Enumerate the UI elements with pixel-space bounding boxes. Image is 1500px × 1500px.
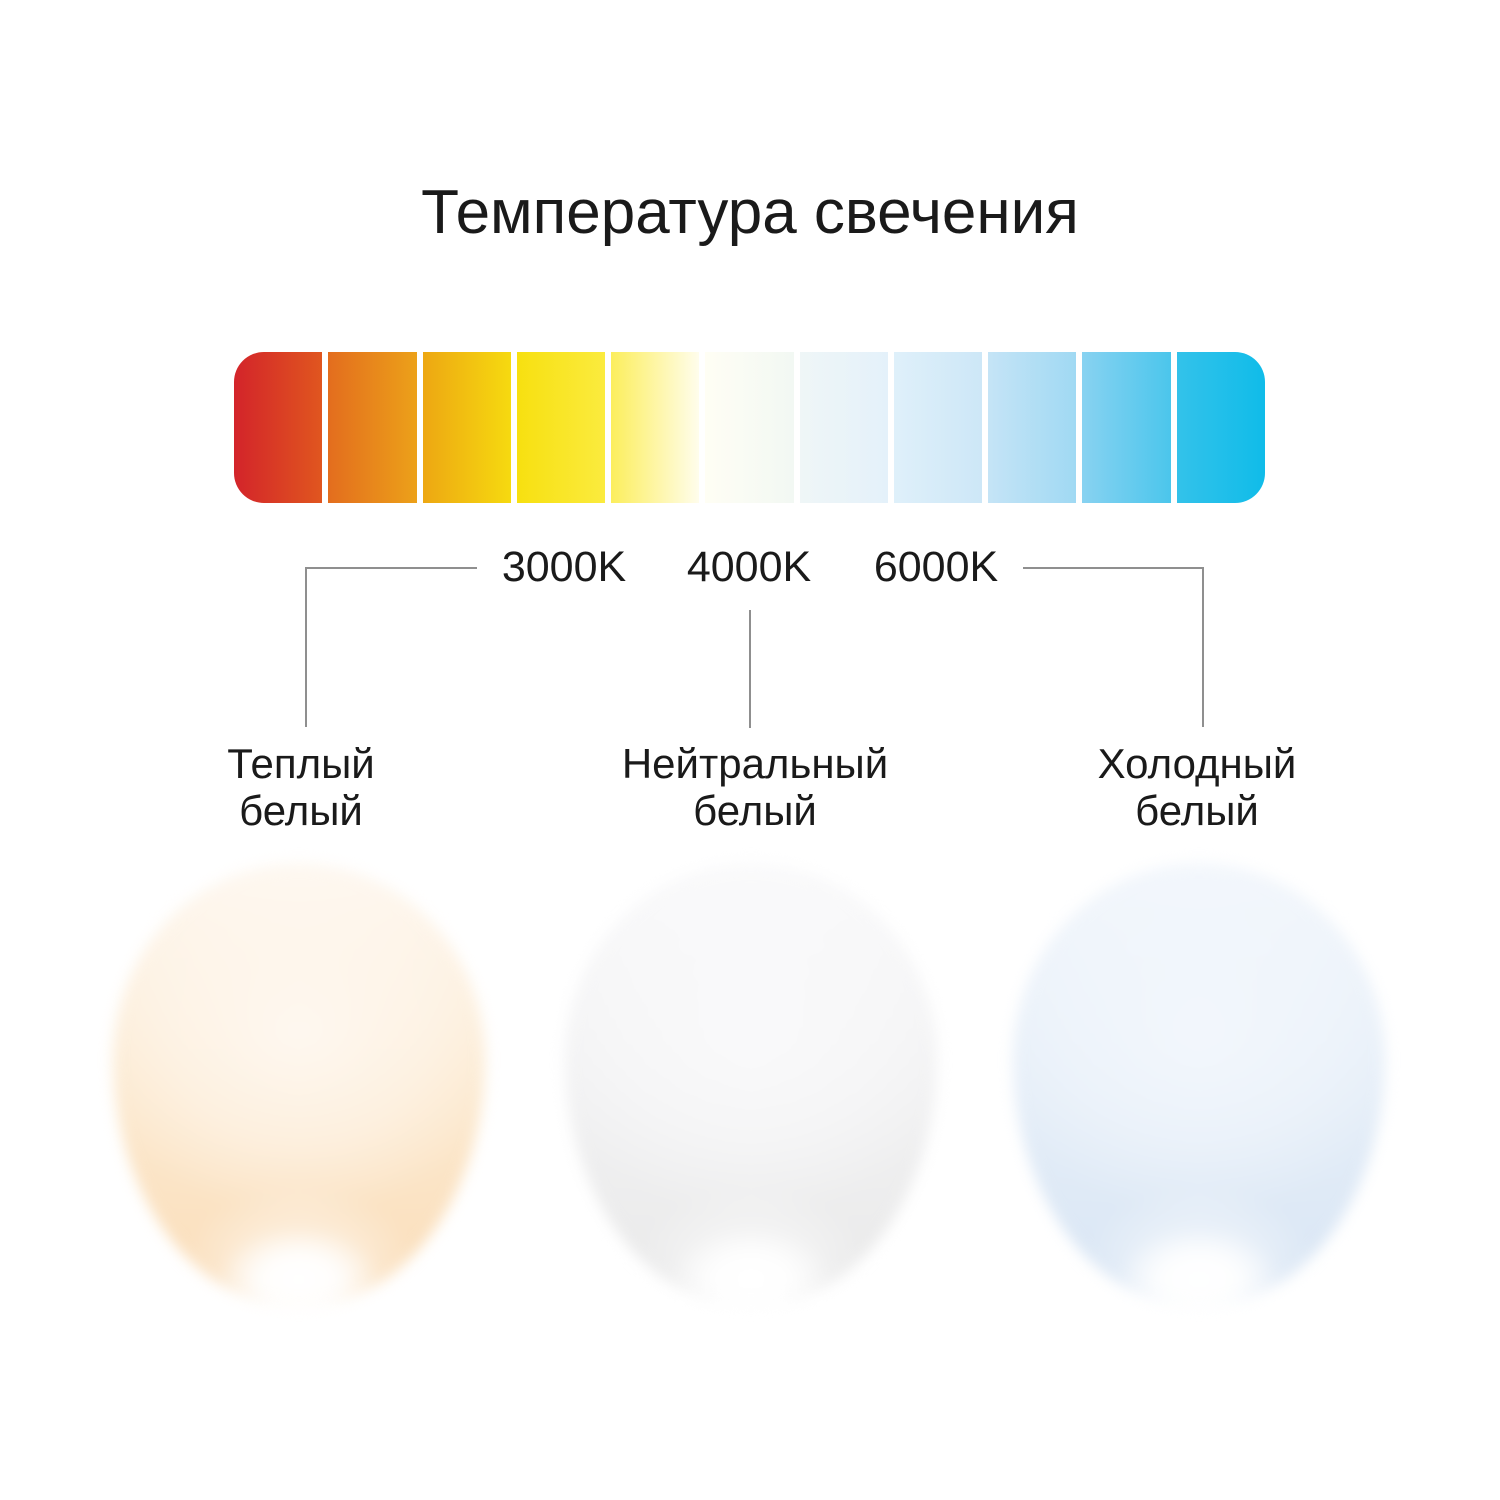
- scale-segment-3: [422, 352, 511, 503]
- category-label-cold-line2: белый: [1135, 787, 1259, 834]
- connector-line-warm-horizontal: [306, 567, 477, 569]
- scale-segment-7: [799, 352, 888, 503]
- glow-neutral-white-light: [565, 863, 937, 1308]
- kelvin-label-3000k: 3000K: [501, 543, 627, 591]
- page-title: Температура свечения: [421, 178, 1079, 247]
- color-temperature-scale-bar: [234, 352, 1265, 503]
- scale-segment-4: [516, 352, 606, 503]
- category-label-warm-white: Теплый белый: [227, 740, 375, 834]
- kelvin-label-6000k: 6000K: [873, 543, 999, 591]
- scale-segment-8: [893, 352, 983, 503]
- scale-segment-10: [1082, 352, 1171, 503]
- scale-segment-6: [705, 352, 794, 503]
- kelvin-label-4000k: 4000K: [686, 543, 812, 591]
- category-label-cold-line1: Холодный: [1097, 740, 1297, 787]
- glow-cold-white-light: [1013, 863, 1385, 1308]
- scale-segment-2: [328, 352, 417, 503]
- scale-segment-11: [1176, 352, 1265, 503]
- category-label-neutral-white: Нейтральный белый: [622, 740, 888, 834]
- connector-line-warm-vertical: [305, 567, 307, 727]
- scale-segment-9: [988, 352, 1077, 503]
- connector-line-cold-vertical: [1202, 567, 1204, 727]
- scale-segment-5: [611, 352, 700, 503]
- category-label-warm-line2: белый: [239, 787, 363, 834]
- category-label-cold-white: Холодный белый: [1098, 740, 1297, 834]
- category-label-neutral-line2: белый: [693, 787, 817, 834]
- glow-warm-white-light: [113, 863, 485, 1308]
- scale-segment-1: [234, 352, 323, 503]
- connector-line-neutral-vertical: [749, 610, 751, 728]
- category-label-neutral-line1: Нейтральный: [621, 740, 889, 787]
- category-label-warm-line1: Теплый: [227, 740, 375, 787]
- connector-line-cold-horizontal: [1023, 567, 1203, 569]
